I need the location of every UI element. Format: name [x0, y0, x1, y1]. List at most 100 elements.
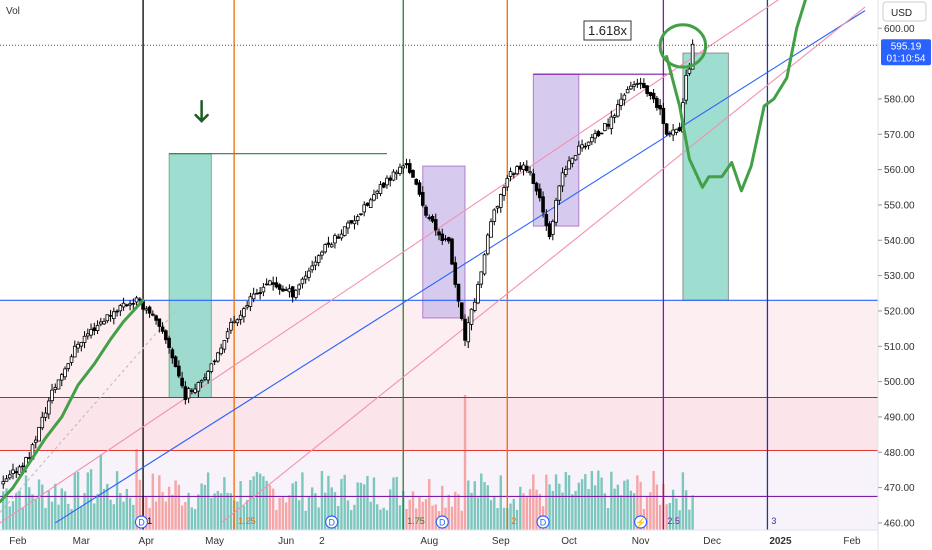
trend-line — [54, 10, 866, 524]
volume-bar — [346, 500, 350, 530]
volume-bar — [161, 492, 164, 530]
volume-bar — [411, 491, 415, 530]
volume-bar — [112, 504, 116, 530]
volume-bar — [310, 487, 314, 530]
volume-bar — [603, 493, 607, 530]
candle-body — [427, 217, 432, 219]
volume-bar — [558, 483, 561, 530]
volume-bar — [284, 502, 288, 530]
volume-bar — [167, 486, 171, 530]
volume-bar — [200, 483, 203, 530]
volume-bar — [655, 484, 659, 530]
candle-body — [147, 306, 152, 314]
volume-bar — [109, 499, 112, 530]
currency-selector[interactable]: USD — [882, 1, 927, 22]
time-axis[interactable]: Feb Mar Apr May Jun 2 Aug Sep Oct Nov Dec 2025 Feb — [0, 529, 878, 547]
volume-bar — [431, 505, 434, 530]
volume-bar — [314, 493, 317, 530]
candle-body — [622, 94, 627, 101]
hand-drawn-circle — [658, 23, 708, 69]
volume-bar — [119, 493, 122, 530]
volume-bar — [600, 477, 603, 530]
volume-bar — [245, 500, 249, 530]
candle-body — [437, 231, 441, 236]
candle-body — [593, 133, 597, 139]
candle-body — [606, 123, 610, 127]
candle-body — [492, 209, 497, 222]
volume-bar — [115, 471, 119, 530]
volume-bar — [73, 473, 76, 530]
volume-bar — [8, 506, 11, 530]
volume-bar — [138, 479, 142, 530]
volume-bar — [665, 504, 668, 530]
candle-body — [411, 169, 415, 178]
volume-bar — [590, 471, 594, 530]
volume-bar — [271, 488, 275, 530]
candle-body — [37, 426, 41, 442]
candle-body — [115, 310, 119, 313]
candle-body — [310, 265, 314, 271]
volume-bar — [171, 494, 174, 530]
volume-bar — [499, 475, 502, 530]
candle-body — [242, 308, 246, 318]
price-tick-label: 480.00 — [884, 448, 915, 459]
price-axis[interactable]: 460.00 470.00 480.00 490.00 500.00 510.00 520.… — [877, 0, 932, 550]
volume-bar — [60, 488, 63, 530]
price-tick-label: 490.00 — [884, 412, 915, 423]
volume-bar — [125, 488, 129, 530]
time-cycle-label: 1.75 — [407, 516, 425, 526]
time-cycle-label: 2.5 — [667, 516, 680, 526]
candle-body — [229, 322, 233, 331]
candle-body — [307, 270, 311, 278]
candle-body — [684, 74, 688, 101]
volume-bar — [28, 487, 31, 530]
dividend-marker-icon — [634, 515, 648, 529]
volume-bar — [668, 502, 672, 530]
volume-bar — [502, 507, 506, 530]
volume-bar — [132, 504, 135, 530]
volume-bar — [333, 492, 337, 530]
volume-bar — [376, 504, 379, 530]
candle-body — [671, 129, 675, 136]
candle-body — [268, 280, 272, 286]
volume-bar — [249, 480, 252, 530]
candle-body — [401, 165, 406, 169]
time-cycle-label: 1 — [147, 516, 152, 526]
candle-body — [235, 319, 240, 324]
dividend-marker-icon — [435, 515, 449, 529]
candle-body — [453, 262, 458, 285]
volume-bar — [99, 454, 103, 530]
candle-body — [82, 335, 87, 343]
volume-bar — [158, 475, 161, 530]
volume-bar — [372, 477, 376, 530]
volume-bar — [223, 477, 226, 530]
volume-bar — [86, 472, 89, 530]
volume-bar — [593, 485, 597, 530]
time-tick-label: Mar — [73, 536, 91, 547]
volume-bar — [301, 472, 304, 530]
candle-body — [352, 220, 357, 225]
currency-label: USD — [891, 8, 912, 19]
volume-bar — [356, 482, 359, 530]
price-tick-label: 570.00 — [884, 130, 915, 141]
candle-body — [203, 377, 207, 380]
candle-body — [502, 187, 506, 196]
candle-body — [225, 331, 230, 339]
trendline-layer — [0, 0, 866, 524]
volume-bar — [317, 507, 320, 530]
candle-body — [404, 163, 409, 166]
volume-bar — [67, 503, 70, 530]
volume-bar — [613, 488, 616, 530]
volume-bar — [262, 476, 265, 530]
volume-bar — [606, 508, 610, 530]
marker-layer: D D D D ⚡ — [134, 515, 648, 529]
candle-body — [658, 104, 662, 110]
volume-bar — [684, 490, 688, 530]
volume-bar — [532, 474, 535, 530]
volume-bar — [294, 481, 298, 530]
price-tick-label: 580.00 — [884, 94, 915, 105]
candle-body — [199, 380, 204, 383]
time-tick-label: Sep — [492, 536, 510, 547]
volume-bar — [645, 496, 649, 530]
